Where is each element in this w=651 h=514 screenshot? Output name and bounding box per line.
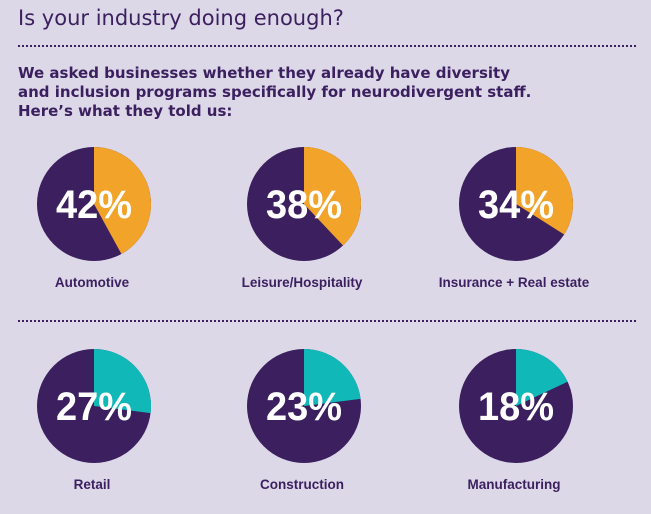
pie-chart-manufacturing: 18% Manufacturing <box>414 349 614 509</box>
pie-category-label: Construction <box>260 477 344 492</box>
pie-chart-construction: 23% Construction <box>202 349 402 509</box>
pie-svg: 38% <box>247 147 361 261</box>
pie-chart-insurance-real-estate: 34% Insurance + Real estate <box>414 147 614 307</box>
top-divider <box>18 45 636 47</box>
pie-category-label: Insurance + Real estate <box>438 275 590 290</box>
pie-svg: 18% <box>459 349 573 463</box>
intro-line-2: and inclusion programs specifically for … <box>18 83 532 101</box>
pie-svg: 23% <box>247 349 361 463</box>
pie-slice-value <box>94 147 151 254</box>
intro-line-3: Here’s what they told us: <box>18 102 233 120</box>
page-title: Is your industry doing enough? <box>18 6 344 30</box>
pie-value-label: 18% <box>478 385 554 429</box>
pie-slice-value <box>516 147 573 235</box>
pie-slice-value <box>94 349 151 414</box>
pie-svg: 27% <box>37 349 151 463</box>
pie-category-label: Leisure/Hospitality <box>241 275 363 290</box>
pie-svg: 34% <box>459 147 573 261</box>
pie-svg: 42% <box>37 147 151 261</box>
pie-value-label: 23% <box>266 385 342 429</box>
pie-chart-automotive: 42% Automotive <box>0 147 192 307</box>
pie-chart-retail: 27% Retail <box>0 349 192 509</box>
pie-chart-leisure-hospitality: 38% Leisure/Hospitality <box>202 147 402 307</box>
pie-slice-value <box>516 349 568 406</box>
pie-value-label: 27% <box>56 385 132 429</box>
middle-divider <box>18 320 636 322</box>
pie-slice-value <box>304 349 361 406</box>
pie-value-label: 38% <box>266 183 342 227</box>
intro-line-1: We asked businesses whether they already… <box>18 64 510 82</box>
pie-category-label: Automotive <box>54 275 130 290</box>
pie-category-label: Manufacturing <box>467 477 561 492</box>
pie-slice-value <box>304 147 361 246</box>
pie-category-label: Retail <box>73 477 111 492</box>
intro-text: We asked businesses whether they already… <box>18 64 638 121</box>
pie-value-label: 34% <box>478 183 554 227</box>
pie-value-label: 42% <box>56 183 132 227</box>
